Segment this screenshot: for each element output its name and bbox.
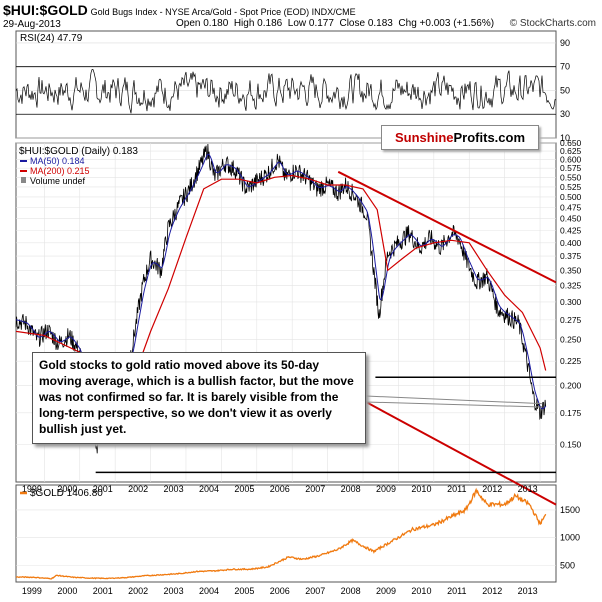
rsi-series-line [15, 69, 557, 114]
ratio-x-tick-label: 2009 [376, 484, 396, 494]
gold-x-tick-label: 2005 [234, 586, 254, 596]
ratio-tick-label: 0.650 [560, 138, 582, 148]
ratio-x-tick-label: 2011 [447, 484, 466, 494]
legend-ma200-label: MA(200) 0.215 [30, 166, 90, 176]
ratio-x-tick-label: 2007 [305, 484, 325, 494]
rsi-tick-label: 70 [560, 62, 570, 72]
ratio-tick-label: 0.500 [560, 192, 582, 202]
annotation-box: Gold stocks to gold ratio moved above it… [32, 352, 366, 444]
gold-x-tick-label: 2011 [447, 586, 466, 596]
low-value: Low 0.177 [287, 18, 334, 29]
chart-title: $HUI:$GOLD Gold Bugs Index - NYSE Arca/G… [3, 2, 356, 18]
gold-x-tick-label: 2002 [128, 586, 148, 596]
ratio-tick-label: 0.375 [560, 251, 582, 261]
ratio-x-tick-label: 2002 [128, 484, 148, 494]
gold-x-tick-label: 2003 [164, 586, 184, 596]
ratio-x-tick-label: 2012 [482, 484, 502, 494]
gold-x-tick-label: 2013 [518, 586, 538, 596]
ratio-tick-label: 0.200 [560, 380, 582, 390]
ratio-x-tick-label: 1999 [22, 484, 42, 494]
rsi-tick-label: 10 [560, 133, 570, 143]
ratio-tick-label: 0.550 [560, 172, 582, 182]
ratio-tick-label: 0.450 [560, 214, 582, 224]
ratio-tick-label: 0.575 [560, 163, 582, 173]
symbol-description: Gold Bugs Index - NYSE Arca/Gold - Spot … [90, 7, 356, 17]
gold-x-tick-label: 2009 [376, 586, 396, 596]
rsi-tick-label: 50 [560, 85, 570, 95]
stockcharts-credit: © StockCharts.com [509, 18, 596, 29]
rsi-title: RSI(24) 47.79 [20, 33, 83, 44]
ohlc-readout: Open 0.180 High 0.186 Low 0.177 Close 0.… [176, 18, 494, 29]
ratio-x-tick-label: 2010 [411, 484, 431, 494]
ratio-x-tick-label: 2003 [164, 484, 184, 494]
ratio-tick-label: 0.175 [560, 408, 582, 418]
ratio-tick-label: 0.300 [560, 297, 582, 307]
annotation-pointer [365, 395, 542, 405]
gold-title: $GOLD 1406.80 [30, 488, 103, 499]
ratio-tick-label: 0.325 [560, 281, 582, 291]
date-label: 29-Aug-2013 [3, 19, 61, 30]
open-value: Open 0.180 [176, 18, 229, 29]
legend-volume-label: Volume undef [30, 176, 86, 186]
change-value: Chg +0.003 (+1.56%) [398, 18, 495, 29]
gold-x-tick-label: 2007 [305, 586, 325, 596]
ratio-x-tick-label: 2005 [234, 484, 254, 494]
gold-tick-label: 1000 [560, 533, 580, 543]
ratio-tick-label: 0.525 [560, 182, 582, 192]
gold-series-line [15, 487, 547, 580]
ratio-tick-label: 0.400 [560, 238, 582, 248]
gold-x-tick-label: 2004 [199, 586, 219, 596]
rsi-tick-label: 30 [560, 109, 570, 119]
legend-ma50-label: MA(50) 0.184 [30, 156, 85, 166]
ratio-x-tick-label: 2000 [57, 484, 77, 494]
rsi-panel-frame [15, 30, 557, 139]
gold-x-tick-label: 2008 [341, 586, 361, 596]
sunshine-profits-logo: SunshineProfits.com [381, 125, 539, 150]
ratio-tick-label: 0.600 [560, 154, 582, 164]
high-value: High 0.186 [233, 18, 283, 29]
ratio-tick-label: 0.425 [560, 225, 582, 235]
ratio-tick-label: 0.275 [560, 315, 582, 325]
ratio-tick-label: 0.625 [560, 146, 582, 156]
trend-line [337, 170, 557, 284]
ratio-tick-label: 0.250 [560, 334, 582, 344]
ratio-x-tick-label: 2006 [270, 484, 290, 494]
ratio-tick-label: 0.150 [560, 440, 582, 450]
gold-x-tick-label: 2001 [93, 586, 113, 596]
ratio-x-tick-label: 2004 [199, 484, 219, 494]
gold-tick-label: 500 [560, 560, 575, 570]
gold-x-tick-label: 2000 [57, 586, 77, 596]
ratio-x-tick-label: 2008 [341, 484, 361, 494]
gold-x-tick-label: 2010 [411, 586, 431, 596]
gold-x-tick-label: 1999 [22, 586, 42, 596]
gold-x-tick-label: 2012 [482, 586, 502, 596]
close-value: Close 0.183 [339, 18, 393, 29]
gold-tick-label: 1500 [560, 505, 580, 515]
ratio-x-tick-label: 2013 [518, 484, 538, 494]
ratio-x-tick-label: 2001 [93, 484, 113, 494]
ratio-tick-label: 0.225 [560, 356, 582, 366]
rsi-tick-label: 90 [560, 38, 570, 48]
symbol-label: $HUI:$GOLD [3, 2, 88, 18]
gold-x-tick-label: 2006 [270, 586, 290, 596]
annotation-pointer [365, 401, 542, 408]
ratio-tick-label: 0.350 [560, 265, 582, 275]
ratio-title: $HUI:$GOLD (Daily) 0.183 [19, 146, 138, 157]
gold-panel-frame [15, 484, 557, 583]
ratio-tick-label: 0.475 [560, 202, 582, 212]
legend-volume-swatch [21, 177, 26, 183]
